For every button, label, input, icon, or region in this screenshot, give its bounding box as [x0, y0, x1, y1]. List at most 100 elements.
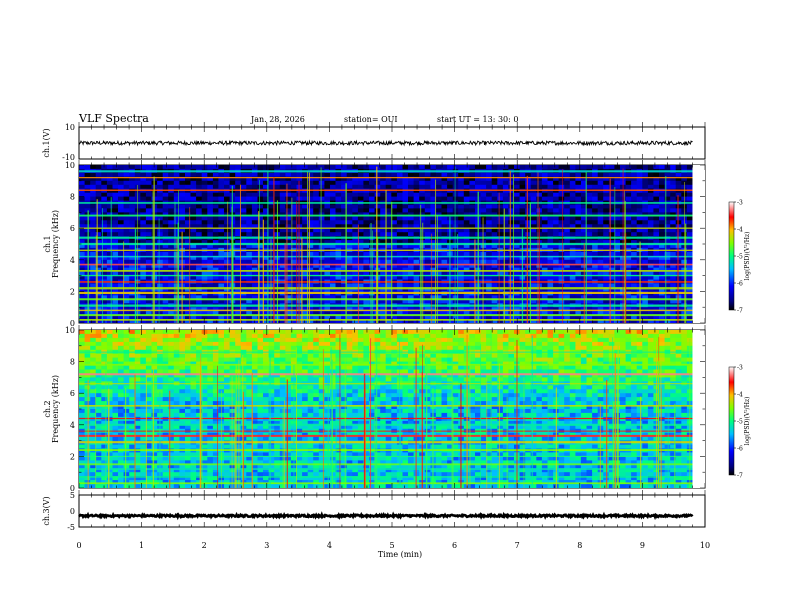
- spectrogram-cell: [586, 192, 593, 198]
- spectrogram-cell: [90, 333, 97, 339]
- spectrogram-cell: [653, 295, 660, 300]
- spectrogram-cell: [95, 311, 102, 316]
- spectrogram-cell: [313, 259, 320, 265]
- spectrogram-cell: [330, 255, 336, 261]
- spectrogram-cell: [502, 224, 509, 229]
- spectrogram-cell: [408, 315, 414, 320]
- spectrogram-cell: [541, 275, 548, 280]
- spectrogram-cell: [346, 165, 353, 170]
- spectrogram-cell: [235, 180, 242, 186]
- spectrogram-cell: [597, 172, 604, 178]
- spectrogram-cell: [313, 307, 320, 312]
- spectrogram-cell: [569, 311, 576, 316]
- spectrogram-cell: [201, 192, 208, 198]
- spectrogram-cell: [324, 232, 331, 237]
- spectrogram-cell: [424, 287, 431, 292]
- spectrogram-cell: [268, 287, 275, 292]
- spectrogram-cell: [168, 204, 175, 209]
- spectrogram-cell: [502, 275, 509, 280]
- spectrogram-cell: [580, 212, 587, 217]
- spectrogram-cell: [335, 212, 342, 217]
- spectrogram-cell: [140, 295, 147, 300]
- spectrogram-cell: [346, 259, 353, 265]
- spectrogram-cell: [235, 271, 242, 276]
- spectrogram-cell: [592, 176, 599, 182]
- spectrogram-cell: [95, 299, 102, 304]
- spectrogram-cell: [525, 220, 532, 225]
- spectrogram-cell: [441, 295, 448, 300]
- spectrogram-cell: [279, 196, 286, 201]
- spectrogram-cell: [413, 319, 420, 323]
- spectrogram-cell: [95, 204, 102, 209]
- spectrogram-cell: [675, 204, 682, 209]
- spectrogram-cell: [486, 259, 493, 265]
- spectrogram-cell: [185, 228, 191, 233]
- spectrogram-cell: [614, 208, 621, 213]
- spectrogram-cell: [330, 244, 336, 249]
- spectrogram-cell: [580, 165, 587, 170]
- spectrogram-cell: [218, 232, 225, 237]
- spectrogram-cell: [207, 204, 214, 209]
- spectrogram-cell: [129, 196, 136, 201]
- spectrogram-cell: [369, 180, 375, 186]
- spectrogram-cell: [335, 172, 342, 178]
- spectrogram-cell: [257, 240, 264, 245]
- spectrogram-cell: [318, 311, 325, 316]
- spectrogram-cell: [396, 330, 403, 335]
- spectrogram-cell: [441, 172, 448, 178]
- spectrogram-cell: [185, 172, 191, 178]
- spectrogram-cell: [408, 228, 414, 233]
- spectrogram-cell: [653, 275, 660, 280]
- spectrogram-cell: [558, 232, 565, 237]
- spectrogram-cell: [279, 319, 286, 323]
- spectrogram-cell: [541, 255, 548, 261]
- spectrogram-cell: [519, 212, 526, 217]
- spectrogram-cell: [486, 244, 493, 249]
- spectrogram-cell: [285, 330, 292, 335]
- spectrogram-cell: [547, 255, 554, 261]
- spectrogram-cell: [653, 192, 660, 198]
- spectrogram-cell: [246, 315, 253, 320]
- spectrogram-cell: [575, 275, 582, 280]
- spectrogram-cell: [218, 283, 225, 288]
- spectrogram-cell: [497, 208, 504, 213]
- spectrogram-cell: [201, 330, 208, 335]
- spectrogram-cell: [263, 330, 269, 335]
- spectrogram-cell: [597, 240, 604, 245]
- spectrogram-cell: [686, 299, 693, 304]
- spectrogram-cell: [419, 220, 426, 225]
- spectrogram-cell: [385, 240, 392, 245]
- spectrogram-cell: [212, 204, 219, 209]
- spectrogram-cell: [123, 216, 130, 221]
- spectrogram-cell: [452, 319, 459, 323]
- spectrogram-cell: [575, 295, 582, 300]
- spectrogram-cell: [608, 255, 615, 261]
- spectrogram-cell: [463, 212, 470, 217]
- spectrogram-cell: [670, 192, 677, 198]
- spectrogram-cell: [129, 240, 136, 245]
- spectrogram-cell: [246, 220, 253, 225]
- spectrogram-cell: [235, 228, 242, 233]
- spectrogram-cell: [106, 228, 113, 233]
- spectrogram-cell: [145, 315, 152, 320]
- spectrogram-cell: [207, 295, 214, 300]
- spectrogram-cell: [452, 271, 459, 276]
- spectrogram-cell: [251, 267, 258, 273]
- spectrogram-cell: [374, 208, 381, 213]
- spectrogram-cell: [274, 196, 281, 201]
- spectrogram-cell: [251, 176, 258, 182]
- spectrogram-cell: [157, 240, 164, 245]
- spectrogram-cell: [491, 196, 498, 201]
- spectrogram-cell: [296, 165, 303, 170]
- spectrogram-cell: [553, 259, 560, 265]
- spectrogram-cell: [380, 184, 387, 190]
- spectrogram-cell: [419, 319, 426, 323]
- spectrogram-cell: [101, 244, 108, 249]
- spectrogram-cell: [469, 240, 476, 245]
- spectrogram-cell: [597, 232, 604, 237]
- spectrogram-cell: [229, 176, 236, 182]
- spectrogram-cell: [452, 232, 459, 237]
- spectrogram-cell: [525, 232, 532, 237]
- spectrogram-cell: [385, 176, 392, 182]
- spectrogram-cell: [458, 283, 465, 288]
